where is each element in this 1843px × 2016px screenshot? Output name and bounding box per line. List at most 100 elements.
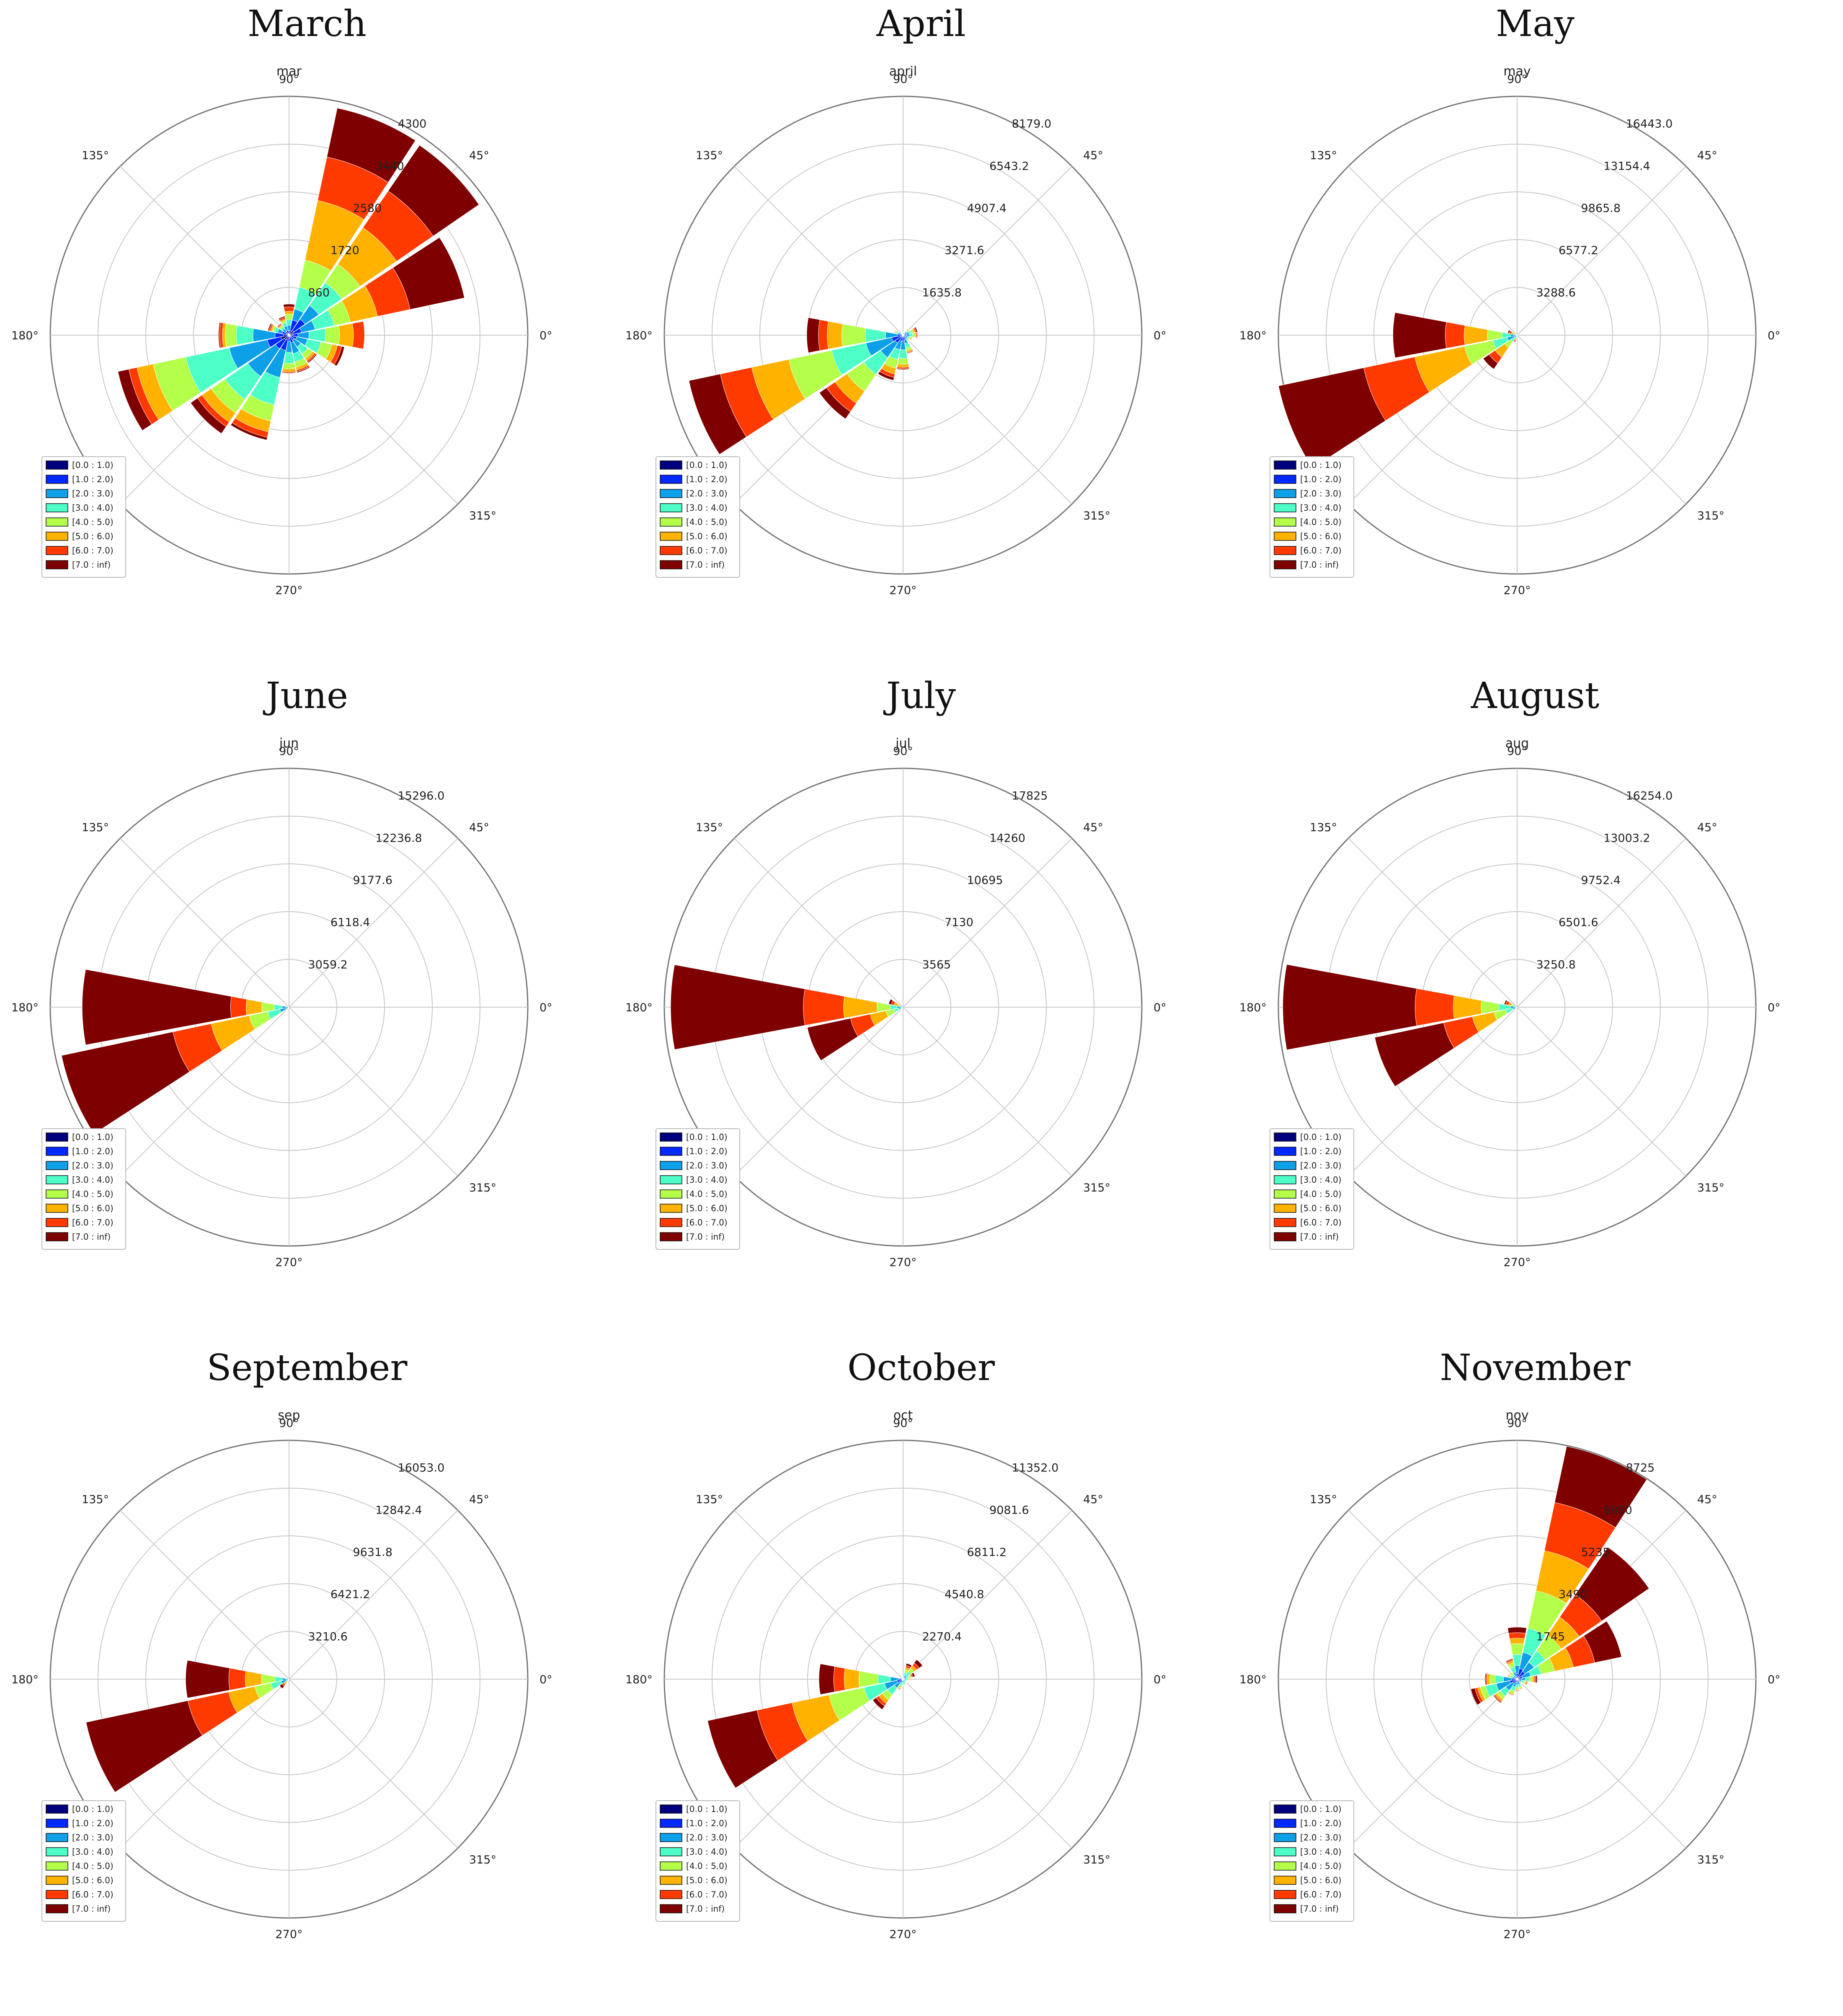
chart-subtitle: oct [893,1408,913,1423]
radial-tick-label: 11352.0 [1012,1462,1059,1475]
wedge-segment [230,422,268,440]
wedge-segment [1374,1022,1455,1087]
radial-tick-label: 6980 [1603,1504,1632,1517]
wedge-segment [833,1666,846,1692]
windrose-chart-august: aug 3250.8 6501.6 9752.4 13003.2 16254.0 0° 45°… [1239,736,1781,1269]
wedge-segment [225,323,237,347]
windrose-chart-october: oct 2270.4 4540.8 6811.2 9081.6 11352.0 0° 45° 9… [625,1408,1167,1941]
wedge-segment [284,306,294,312]
chart-subtitle: jul [895,736,911,751]
legend-swatch [660,517,682,527]
radial-tick-label: 4300 [398,118,427,131]
wedge-segment [1487,1673,1491,1685]
legend-swatch [1274,560,1296,569]
legend-swatch [660,1218,682,1227]
legend-label: [0.0 : 1.0) [1300,460,1342,470]
wedge-segment [841,323,866,347]
grid-spoke [120,1510,289,1680]
legend-swatch [1274,1861,1296,1871]
legend-label: [0.0 : 1.0) [72,1132,114,1142]
angle-label: 135° [82,821,109,834]
legend-swatch [46,1847,68,1856]
wedge-segment [1554,1446,1647,1528]
legend-label: [4.0 : 5.0) [686,517,728,527]
wedge-segment [285,314,293,320]
angle-label: 0° [1768,1673,1781,1686]
grid-spoke [120,838,289,1008]
panel-march: March mar 860 1720 2580 3440 4300 0° 45° 90° 135°… [0,0,614,672]
wedge-segment [898,349,908,359]
legend-label: [0.0 : 1.0) [1300,1804,1342,1814]
legend-label: [2.0 : 3.0) [1300,1832,1342,1843]
radial-tick-label: 6421.2 [330,1588,370,1601]
wedge-segment [903,331,906,332]
legend-swatch [46,1876,68,1885]
radial-tick-label: 1745 [1536,1630,1565,1643]
grid-spoke [903,1510,1072,1680]
grid-spoke [1517,838,1686,1008]
angle-label: 315° [1697,1181,1724,1194]
angle-label: 315° [1697,509,1724,522]
wedge-segment [282,368,296,372]
wedge-segment [844,1668,860,1690]
legend-label: [1.0 : 2.0) [1300,474,1342,484]
wedge-segment [897,364,909,368]
chart-subtitle: aug [1505,736,1529,751]
wedge-segment [1495,1675,1504,1683]
grid-spoke [734,1679,903,1848]
angle-label: 270° [275,1256,302,1269]
legend-swatch [660,1232,682,1241]
legend-label: [6.0 : 7.0) [72,1889,114,1900]
legend-label: [6.0 : 7.0) [686,545,728,556]
legend-swatch [1274,532,1296,541]
grid-spoke [120,166,289,336]
wedge-segment [82,969,232,1045]
wedge-segment [277,323,281,328]
legend-swatch [46,1232,68,1241]
legend-label: [1.0 : 2.0) [72,1818,114,1828]
windrose-chart-april: april 1635.8 3271.6 4907.4 6543.2 8179.0 0° 45°… [625,64,1167,597]
angle-label: 90° [1507,1417,1527,1430]
legend-label: [3.0 : 4.0) [72,503,114,513]
legend-swatch [1274,475,1296,484]
legend-swatch [660,1819,682,1828]
wedge-segment [1519,1688,1523,1690]
legend-swatch [46,489,68,498]
legend-label: [0.0 : 1.0) [72,1804,114,1814]
angle-label: 135° [82,149,109,162]
radial-tick-label: 7130 [945,916,973,929]
radial-tick-label: 1635.8 [922,286,962,299]
legend-swatch [46,1218,68,1227]
legend-swatch [46,1904,68,1913]
wedge-segment [906,350,914,354]
legend-label: [0.0 : 1.0) [72,460,114,470]
legend-label: [3.0 : 4.0) [686,1175,728,1185]
radial-tick-label: 3271.6 [945,244,984,257]
legend-label: [6.0 : 7.0) [1300,1889,1342,1900]
panel-title: April [876,3,966,45]
legend-label: [0.0 : 1.0) [686,1132,728,1142]
chart-subtitle: jun [279,736,299,751]
wedge-segment [326,108,416,183]
legend-label: [3.0 : 4.0) [1300,1847,1342,1857]
legend-swatch [1274,1847,1296,1856]
wedge-segment [387,145,479,237]
legend-swatch [46,560,68,569]
wedge-segment [307,353,317,364]
grid-spoke [1348,1510,1518,1680]
wedge-segment [807,1018,859,1061]
wedge-segment [325,326,340,345]
wedge-segment [901,1685,905,1686]
panel-october: October oct 2270.4 4540.8 6811.2 9081.6 11352… [614,1344,1228,2016]
legend-label: [2.0 : 3.0) [72,1160,114,1171]
legend-label: [1.0 : 2.0) [686,474,728,484]
grid-spoke [289,1007,458,1176]
wedge-segment [1513,340,1516,343]
legend-swatch [1274,1890,1296,1899]
legend-label: [6.0 : 7.0) [1300,545,1342,556]
grid-spoke [734,166,903,336]
grid-spoke [289,838,458,1008]
radial-tick-label: 3490 [1559,1588,1587,1601]
wedge-segment [218,322,221,349]
legend-swatch [46,1175,68,1184]
